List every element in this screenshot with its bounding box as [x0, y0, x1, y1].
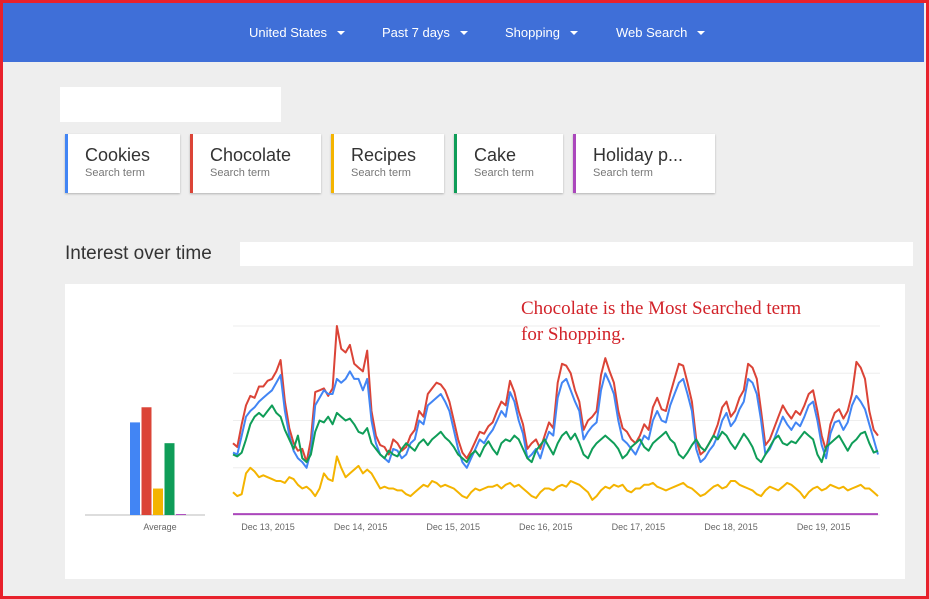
chevron-down-icon [569, 30, 578, 35]
chevron-down-icon [337, 30, 346, 35]
filter-location-label: United States [249, 25, 328, 40]
filter-location[interactable]: United States [249, 3, 346, 62]
average-bar-cookies [130, 422, 140, 515]
filter-time-range-label: Past 7 days [382, 25, 450, 40]
section-title: Interest over time [65, 243, 212, 264]
term-card-recipes[interactable]: Recipes Search term [331, 134, 444, 193]
term-sublabel: Search term [474, 167, 534, 179]
average-bar-recipes [153, 488, 163, 515]
x-tick-label: Dec 14, 2015 [334, 522, 388, 532]
x-tick-label: Dec 18, 2015 [704, 522, 758, 532]
term-sublabel: Search term [210, 167, 270, 179]
annotation-line-2: for Shopping. [521, 324, 626, 345]
term-card-cake[interactable]: Cake Search term [454, 134, 563, 193]
term-label: Chocolate [210, 145, 292, 165]
term-label: Cake [474, 145, 517, 165]
term-color-bar [65, 134, 68, 193]
chart-panel: Average Dec 13, 2015 Dec 14, 2015 Dec 15, 2… [65, 284, 905, 579]
chevron-down-icon [697, 30, 706, 35]
term-sublabel: Search term [351, 167, 411, 179]
average-bar-cake [164, 443, 175, 515]
term-label: Cookies [85, 145, 151, 165]
term-color-bar [454, 134, 457, 193]
term-color-bar [573, 134, 576, 193]
average-label: Average [143, 522, 176, 532]
filter-search-type[interactable]: Web Search [616, 3, 706, 62]
filter-category[interactable]: Shopping [505, 3, 578, 62]
x-tick-label: Dec 15, 2015 [426, 522, 480, 532]
term-color-bar [331, 134, 334, 193]
term-card-cookies[interactable]: Cookies Search term [65, 134, 180, 193]
series-line-chocolate [232, 325, 879, 464]
term-sublabel: Search term [593, 167, 653, 179]
x-tick-label: Dec 13, 2015 [241, 522, 295, 532]
series-line-cake [232, 404, 879, 464]
series-line-recipes [232, 455, 879, 501]
average-bar-chocolate [141, 407, 152, 515]
interest-over-time-chart: Average Dec 13, 2015 Dec 14, 2015 Dec 15, 2… [85, 325, 880, 532]
term-color-bar [190, 134, 193, 193]
filter-time-range[interactable]: Past 7 days [382, 3, 468, 62]
term-sublabel: Search term [85, 167, 145, 179]
redacted-search-box [60, 87, 281, 122]
average-bar-holiday-p- [176, 514, 186, 515]
x-tick-label: Dec 16, 2015 [519, 522, 573, 532]
term-card-holiday[interactable]: Holiday p... Search term [573, 134, 715, 193]
term-label: Holiday p... [593, 145, 684, 165]
filter-search-type-label: Web Search [616, 25, 688, 40]
filter-category-label: Shopping [505, 25, 560, 40]
annotation: Chocolate is the Most Searched term for … [521, 296, 891, 348]
redacted-bar [240, 242, 913, 266]
annotation-line-1: Chocolate is the Most Searched term [521, 298, 802, 319]
term-label: Recipes [351, 145, 417, 165]
term-card-chocolate[interactable]: Chocolate Search term [190, 134, 321, 193]
chevron-down-icon [459, 30, 468, 35]
x-tick-label: Dec 19, 2015 [797, 522, 851, 532]
x-tick-label: Dec 17, 2015 [612, 522, 666, 532]
top-filter-bar: United States Past 7 days Shopping Web S… [3, 3, 924, 62]
